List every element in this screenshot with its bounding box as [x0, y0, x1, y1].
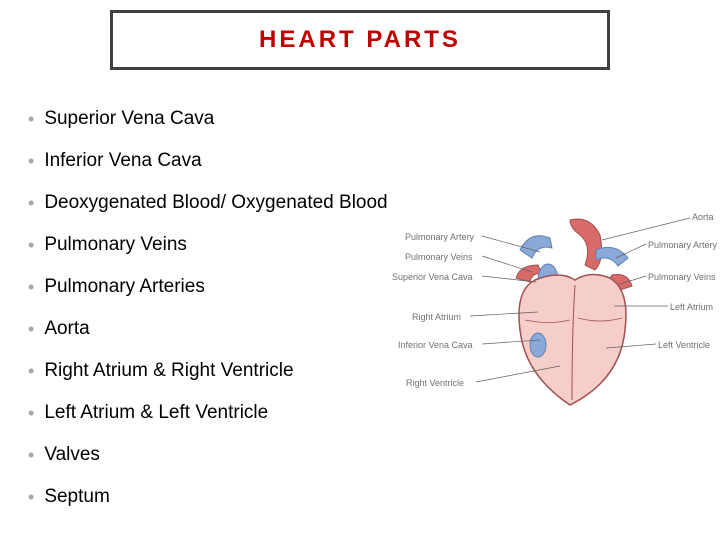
pulm-artery-left	[520, 236, 552, 258]
bullet-icon: •	[28, 234, 34, 256]
list-item: • Pulmonary Arteries	[28, 276, 448, 298]
list-item: • Pulmonary Veins	[28, 234, 448, 256]
diagram-label: Pulmonary Veins	[648, 272, 716, 282]
bullet-icon: •	[28, 150, 34, 172]
leader-line	[602, 218, 690, 240]
bullet-text: Pulmonary Arteries	[44, 276, 205, 298]
list-item: • Deoxygenated Blood/ Oxygenated Blood	[28, 192, 448, 214]
bullet-text: Right Atrium & Right Ventricle	[44, 360, 293, 382]
bullet-text: Left Atrium & Left Ventricle	[44, 402, 268, 424]
diagram-label: Pulmonary Artery	[405, 232, 474, 242]
bullet-list: • Superior Vena Cava • Inferior Vena Cava • D…	[28, 108, 448, 528]
list-item: • Superior Vena Cava	[28, 108, 448, 130]
diagram-label: Right Ventricle	[406, 378, 464, 388]
bullet-icon: •	[28, 276, 34, 298]
diagram-label: Left Atrium	[670, 302, 713, 312]
diagram-label: Right Atrium	[412, 312, 461, 322]
bullet-text: Pulmonary Veins	[44, 234, 187, 256]
diagram-label: Aorta	[692, 212, 714, 222]
leader-line	[482, 256, 532, 272]
diagram-label: Pulmonary Artery	[648, 240, 717, 250]
bullet-text: Valves	[44, 444, 100, 466]
bullet-icon: •	[28, 318, 34, 340]
list-item: • Left Atrium & Left Ventricle	[28, 402, 448, 424]
pulm-artery-right	[596, 247, 628, 266]
page-title: HEART PARTS	[259, 26, 461, 54]
bullet-text: Superior Vena Cava	[44, 108, 214, 130]
title-box: HEART PARTS	[110, 10, 610, 70]
bullet-text: Aorta	[44, 318, 89, 340]
diagram-label: Left Ventricle	[658, 340, 710, 350]
list-item: • Right Atrium & Right Ventricle	[28, 360, 448, 382]
list-item: • Inferior Vena Cava	[28, 150, 448, 172]
bullet-text: Septum	[44, 486, 109, 508]
list-item: • Aorta	[28, 318, 448, 340]
diagram-label: Pulmonary Veins	[405, 252, 473, 262]
heart-diagram: AortaPulmonary ArteryPulmonary VeinsSupe…	[420, 210, 720, 430]
bullet-text: Inferior Vena Cava	[44, 150, 201, 172]
list-item: • Valves	[28, 444, 448, 466]
bullet-text: Deoxygenated Blood/ Oxygenated Blood	[44, 192, 387, 214]
ivc-shape	[530, 333, 546, 357]
diagram-label: Superior Vena Cava	[392, 272, 473, 282]
bullet-icon: •	[28, 486, 34, 508]
aorta-shape	[570, 219, 602, 270]
list-item: • Septum	[28, 486, 448, 508]
bullet-icon: •	[28, 108, 34, 130]
bullet-icon: •	[28, 444, 34, 466]
diagram-label: Inferior Vena Cava	[398, 340, 473, 350]
bullet-icon: •	[28, 192, 34, 214]
bullet-icon: •	[28, 402, 34, 424]
bullet-icon: •	[28, 360, 34, 382]
